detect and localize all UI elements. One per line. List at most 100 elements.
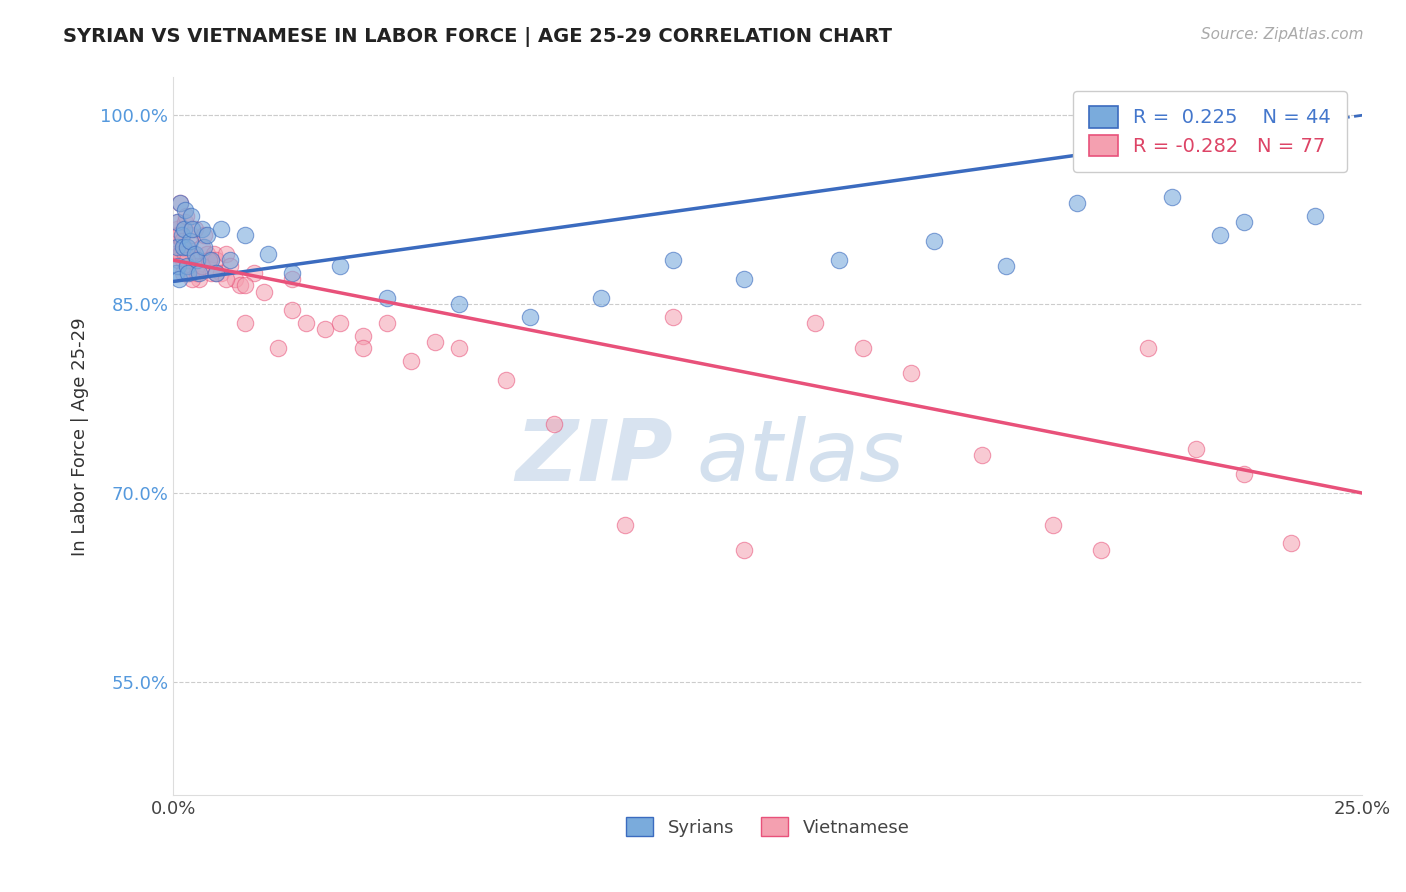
- Point: [169, 247, 191, 261]
- Point: [233, 227, 256, 242]
- Point: [177, 266, 200, 280]
- Point: [209, 266, 232, 280]
- Point: [353, 328, 375, 343]
- Point: [852, 341, 875, 355]
- Point: [543, 417, 565, 431]
- Legend: Syrians, Vietnamese: Syrians, Vietnamese: [619, 809, 917, 844]
- Text: SYRIAN VS VIETNAMESE IN LABOR FORCE | AGE 25-29 CORRELATION CHART: SYRIAN VS VIETNAMESE IN LABOR FORCE | AG…: [63, 27, 893, 46]
- Point: [176, 240, 198, 254]
- Point: [1303, 209, 1326, 223]
- Point: [176, 253, 198, 268]
- Point: [614, 517, 637, 532]
- Point: [591, 291, 613, 305]
- Point: [181, 272, 204, 286]
- Point: [447, 297, 470, 311]
- Point: [167, 215, 190, 229]
- Point: [399, 354, 422, 368]
- Point: [295, 316, 318, 330]
- Point: [252, 285, 274, 299]
- Text: atlas: atlas: [696, 417, 904, 500]
- Point: [195, 247, 218, 261]
- Point: [994, 260, 1017, 274]
- Point: [233, 278, 256, 293]
- Point: [172, 266, 194, 280]
- Point: [174, 202, 197, 217]
- Point: [353, 341, 375, 355]
- Y-axis label: In Labor Force | Age 25-29: In Labor Force | Age 25-29: [72, 318, 89, 556]
- Point: [828, 253, 851, 268]
- Point: [519, 310, 541, 324]
- Point: [176, 260, 198, 274]
- Point: [375, 291, 398, 305]
- Point: [375, 316, 398, 330]
- Point: [1042, 517, 1064, 532]
- Point: [172, 253, 194, 268]
- Point: [200, 266, 222, 280]
- Point: [166, 221, 188, 235]
- Point: [165, 266, 187, 280]
- Point: [173, 221, 195, 235]
- Point: [661, 253, 683, 268]
- Point: [224, 272, 246, 286]
- Point: [229, 278, 252, 293]
- Point: [1161, 190, 1184, 204]
- Point: [167, 227, 190, 242]
- Point: [281, 272, 304, 286]
- Point: [190, 260, 212, 274]
- Point: [281, 303, 304, 318]
- Point: [900, 367, 922, 381]
- Point: [174, 209, 197, 223]
- Point: [172, 240, 194, 254]
- Point: [733, 542, 755, 557]
- Text: ZIP: ZIP: [515, 417, 672, 500]
- Point: [1137, 341, 1160, 355]
- Point: [661, 310, 683, 324]
- Point: [970, 448, 993, 462]
- Point: [804, 316, 827, 330]
- Point: [188, 272, 211, 286]
- Point: [200, 253, 222, 268]
- Point: [1279, 536, 1302, 550]
- Point: [174, 247, 197, 261]
- Point: [495, 373, 517, 387]
- Point: [1185, 442, 1208, 456]
- Point: [214, 247, 236, 261]
- Point: [198, 253, 221, 268]
- Point: [177, 260, 200, 274]
- Point: [174, 215, 197, 229]
- Point: [314, 322, 336, 336]
- Point: [165, 247, 187, 261]
- Point: [198, 253, 221, 268]
- Point: [170, 247, 193, 261]
- Point: [186, 253, 208, 268]
- Point: [329, 260, 352, 274]
- Point: [167, 253, 190, 268]
- Point: [170, 227, 193, 242]
- Point: [190, 221, 212, 235]
- Point: [166, 215, 188, 229]
- Point: [219, 253, 242, 268]
- Point: [205, 266, 228, 280]
- Point: [176, 240, 198, 254]
- Point: [193, 227, 215, 242]
- Point: [243, 266, 266, 280]
- Point: [169, 196, 191, 211]
- Point: [183, 221, 205, 235]
- Point: [186, 266, 208, 280]
- Point: [233, 316, 256, 330]
- Point: [166, 240, 188, 254]
- Text: Source: ZipAtlas.com: Source: ZipAtlas.com: [1201, 27, 1364, 42]
- Point: [209, 221, 232, 235]
- Point: [173, 240, 195, 254]
- Point: [219, 260, 242, 274]
- Point: [186, 260, 208, 274]
- Point: [1232, 215, 1254, 229]
- Point: [257, 247, 280, 261]
- Point: [924, 234, 946, 248]
- Point: [167, 272, 190, 286]
- Point: [180, 227, 202, 242]
- Point: [181, 247, 204, 261]
- Point: [179, 234, 201, 248]
- Point: [423, 334, 446, 349]
- Point: [202, 247, 225, 261]
